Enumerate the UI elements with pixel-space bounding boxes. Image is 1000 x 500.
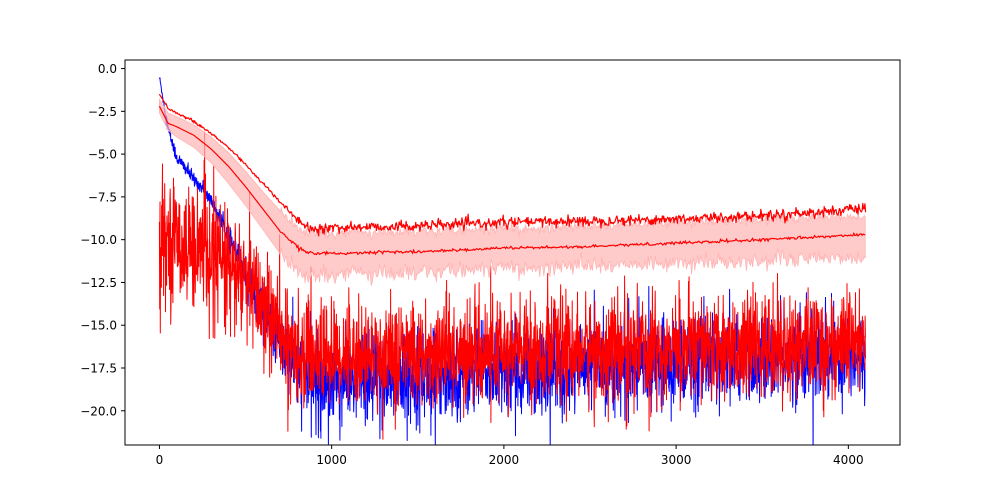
x-tick-label: 3000	[661, 453, 692, 467]
y-tick-label: −10.0	[80, 233, 117, 247]
y-axis: 0.0 −2.5 −5.0 −7.5 −10.0 −12.5 −15.0 −17.5 −20.0	[80, 62, 125, 418]
x-tick-label: 1000	[316, 453, 347, 467]
plot-area	[158, 77, 867, 445]
y-tick-label: −7.5	[88, 190, 117, 204]
y-tick-label: 0.0	[98, 62, 117, 76]
plot-frame	[124, 59, 901, 446]
y-tick-label: −17.5	[80, 362, 117, 376]
y-tick-label: −15.0	[80, 319, 117, 333]
x-axis: 0 1000 2000 3000 4000	[156, 445, 864, 467]
x-tick-label: 4000	[833, 453, 864, 467]
confidence-band	[158, 98, 866, 286]
y-tick-label: −2.5	[88, 105, 117, 119]
y-tick-label: −12.5	[80, 276, 117, 290]
y-tick-label: −5.0	[88, 148, 117, 162]
series-line-1	[158, 131, 866, 440]
x-tick-label: 2000	[489, 453, 520, 467]
y-tick-label: −20.0	[80, 404, 117, 418]
series-line-3	[158, 93, 867, 237]
x-tick-label: 0	[156, 453, 164, 467]
mean-series-line	[158, 105, 866, 256]
